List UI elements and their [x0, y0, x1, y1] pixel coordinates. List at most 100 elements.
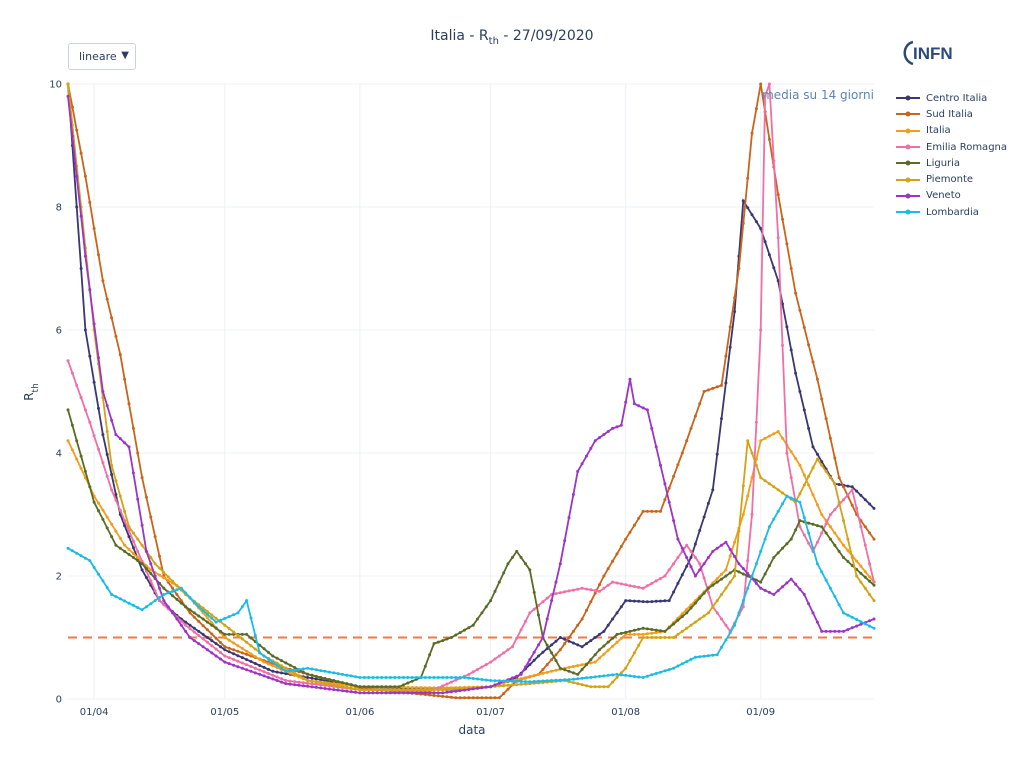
- data-point: [506, 683, 510, 687]
- x-tick-label: 01/04: [80, 707, 109, 718]
- data-point: [754, 220, 758, 224]
- data-point: [724, 568, 728, 572]
- legend-item[interactable]: Centro Italia: [896, 90, 1007, 106]
- data-point: [576, 677, 580, 681]
- data-point: [828, 436, 832, 440]
- data-point: [271, 673, 275, 677]
- data-point: [611, 680, 615, 684]
- data-point: [728, 345, 732, 349]
- data-point: [301, 684, 305, 688]
- legend-item[interactable]: Piemonte: [896, 171, 1007, 187]
- data-point: [820, 570, 824, 574]
- data-point: [410, 676, 414, 679]
- data-point: [794, 457, 798, 460]
- data-point: [532, 590, 536, 594]
- legend-item[interactable]: Italia: [896, 123, 1007, 139]
- data-point: [746, 572, 750, 575]
- data-point: [253, 655, 257, 659]
- data-point: [763, 537, 767, 541]
- data-point: [245, 599, 249, 603]
- data-point: [467, 672, 471, 676]
- data-point: [654, 445, 658, 449]
- data-point: [149, 562, 153, 566]
- data-point: [280, 671, 283, 675]
- legend-item[interactable]: Lombardia: [896, 204, 1007, 220]
- data-point: [83, 469, 87, 473]
- data-point: [149, 572, 153, 575]
- data-point: [445, 688, 449, 691]
- data-point: [580, 586, 584, 590]
- data-point: [471, 677, 475, 680]
- data-point: [545, 617, 549, 621]
- data-point: [515, 679, 519, 683]
- data-point: [83, 556, 87, 560]
- data-point: [92, 227, 96, 230]
- data-point: [110, 488, 114, 492]
- data-point: [476, 668, 479, 671]
- data-point: [855, 618, 859, 621]
- data-point: [175, 597, 179, 601]
- data-point: [362, 691, 366, 695]
- data-point: [101, 390, 105, 393]
- data-point: [776, 589, 780, 593]
- legend-item[interactable]: Sud Italia: [896, 106, 1007, 122]
- data-point: [855, 574, 859, 578]
- data-point: [702, 576, 706, 580]
- data-point: [855, 624, 859, 628]
- data-point: [105, 404, 109, 408]
- data-point: [297, 674, 301, 678]
- data-point: [214, 642, 218, 646]
- data-point: [789, 267, 793, 270]
- data-point: [79, 214, 83, 218]
- data-point: [828, 629, 832, 633]
- data-point: [402, 685, 405, 689]
- data-point: [789, 476, 793, 480]
- data-point: [680, 573, 684, 577]
- data-point: [767, 525, 771, 529]
- scale-dropdown[interactable]: lineare ▼: [68, 43, 136, 70]
- data-point: [253, 666, 257, 670]
- data-point: [659, 577, 662, 580]
- data-point: [314, 682, 318, 686]
- data-point: [532, 674, 536, 677]
- data-point: [724, 354, 728, 358]
- data-point: [637, 675, 641, 679]
- legend-item[interactable]: Liguria: [896, 155, 1007, 171]
- series-emilia-romagna: [66, 82, 876, 694]
- data-point: [619, 423, 623, 427]
- data-point: [123, 599, 127, 603]
- x-tick-label: 01/08: [611, 707, 640, 718]
- data-point: [388, 691, 392, 695]
- data-point: [253, 634, 257, 637]
- data-point: [868, 619, 872, 623]
- data-point: [319, 678, 323, 682]
- data-point: [619, 605, 623, 609]
- data-point: [606, 623, 610, 627]
- data-point: [842, 556, 845, 559]
- data-point: [868, 575, 872, 579]
- data-point: [232, 652, 236, 656]
- data-point: [637, 599, 641, 603]
- data-point: [624, 673, 628, 677]
- data-point: [759, 586, 763, 590]
- data-point: [79, 466, 83, 470]
- series-layer: [66, 82, 876, 700]
- data-point: [393, 691, 397, 695]
- data-point: [750, 213, 754, 217]
- data-point: [537, 643, 540, 647]
- data-point: [537, 672, 540, 676]
- data-point: [149, 568, 153, 572]
- legend-item[interactable]: Veneto: [896, 188, 1007, 204]
- x-axis-title: data: [458, 723, 485, 737]
- data-point: [754, 420, 758, 424]
- data-point: [855, 506, 859, 510]
- data-point: [436, 676, 440, 679]
- data-point: [271, 654, 275, 658]
- x-tick-label: 01/09: [746, 707, 775, 718]
- data-point: [680, 612, 684, 616]
- data-point: [781, 491, 784, 495]
- data-point: [811, 445, 815, 449]
- data-point: [528, 675, 532, 678]
- data-point: [615, 611, 619, 615]
- legend-item[interactable]: Emilia Romagna: [896, 139, 1007, 155]
